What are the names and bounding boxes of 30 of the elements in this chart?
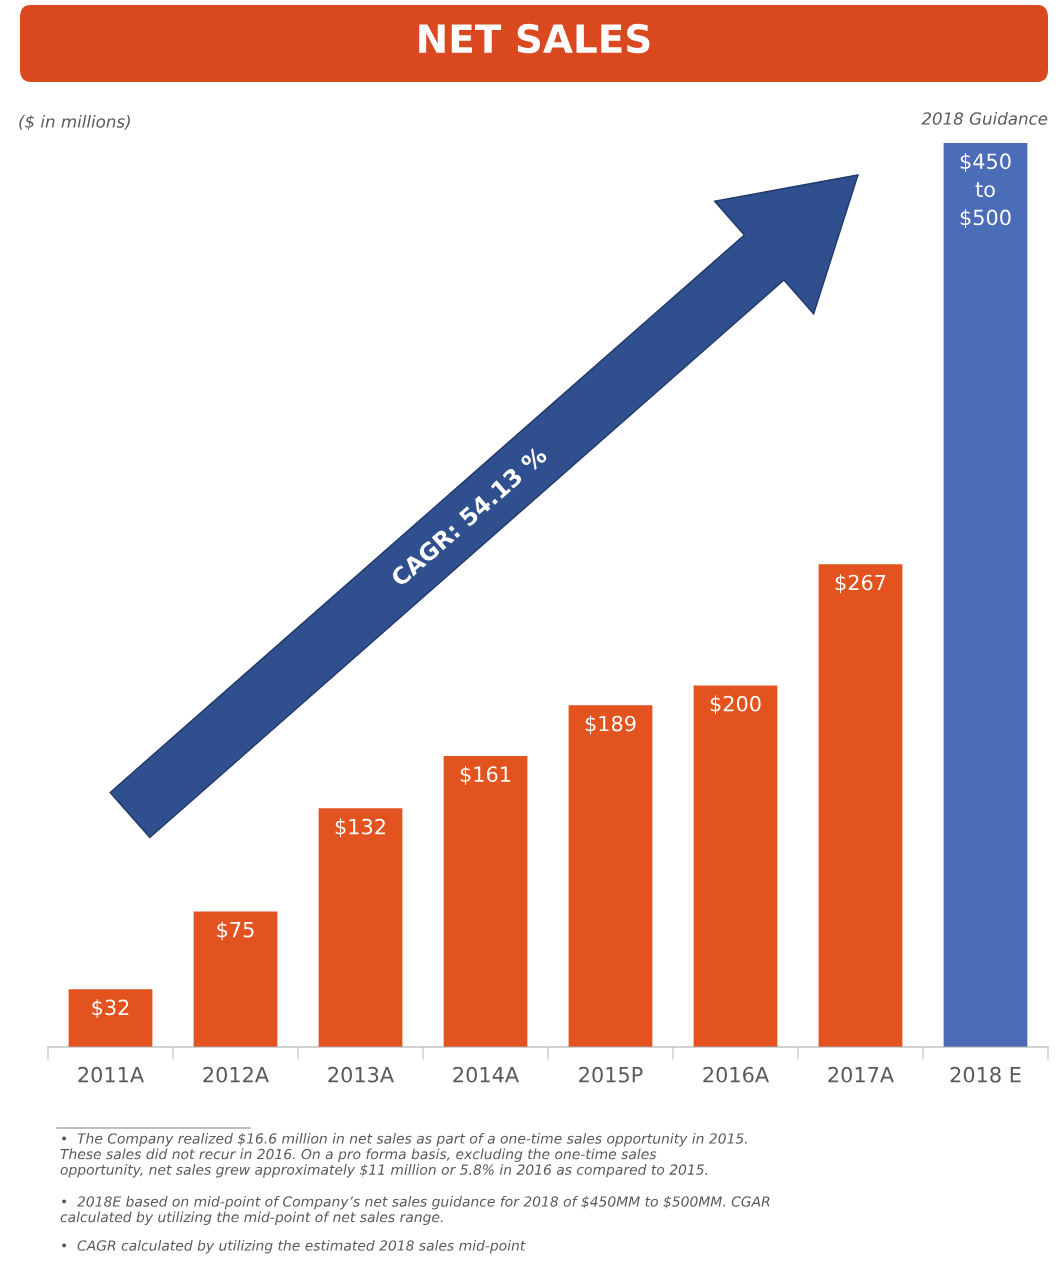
data-label: $32 bbox=[92, 999, 129, 1019]
x-tick-label: 2013A bbox=[328, 1066, 394, 1083]
x-tick-label: 2012A bbox=[203, 1066, 269, 1083]
data-label: $189 bbox=[585, 715, 636, 735]
x-tick-label: 2014A bbox=[453, 1066, 519, 1083]
bar bbox=[568, 705, 653, 1047]
chart-title: NET SALES bbox=[419, 23, 650, 54]
text: • The Company realized $16.6 million in net sales as part of a one-time sales opportunity in 2015. These sales did not recur in 2016. On a pro forma basis, excluding the one-time sales opportunity, net sales grew approximately $11 million or 5.8% in 2016 as compared to 2015. bbox=[60, 1133, 747, 1178]
bar bbox=[193, 911, 278, 1047]
data-label: $132 bbox=[335, 818, 385, 838]
data-label: $450 to $500 bbox=[960, 153, 1011, 229]
x-tick-label: 2015P bbox=[579, 1066, 643, 1083]
x-tick-label: 2011A bbox=[78, 1066, 144, 1083]
text: • CAGR calculated by utilizing the estimated 2018 sales mid-point bbox=[62, 1240, 526, 1254]
x-tick-label: 2018 E bbox=[950, 1066, 1021, 1083]
x-tick-label: 2017A bbox=[828, 1066, 894, 1083]
data-label: $75 bbox=[217, 921, 254, 941]
text: ($ in millions) bbox=[19, 114, 130, 131]
bar bbox=[818, 564, 903, 1047]
bar bbox=[318, 808, 403, 1047]
data-label: $200 bbox=[710, 695, 761, 715]
bar bbox=[943, 143, 1028, 1047]
text: 2018 Guidance bbox=[921, 111, 1048, 125]
x-tick-label: 2016A bbox=[703, 1066, 769, 1083]
data-label: $161 bbox=[460, 765, 511, 785]
bar bbox=[68, 989, 153, 1047]
bar bbox=[693, 685, 778, 1047]
bar bbox=[443, 755, 528, 1047]
data-label: $267 bbox=[835, 574, 886, 594]
text: • 2018E based on mid-point of Company’s net sales guidance for 2018 of $450MM to $500MM. CGAR calculated by utilizing the mid-point of net sales range. bbox=[60, 1196, 770, 1225]
